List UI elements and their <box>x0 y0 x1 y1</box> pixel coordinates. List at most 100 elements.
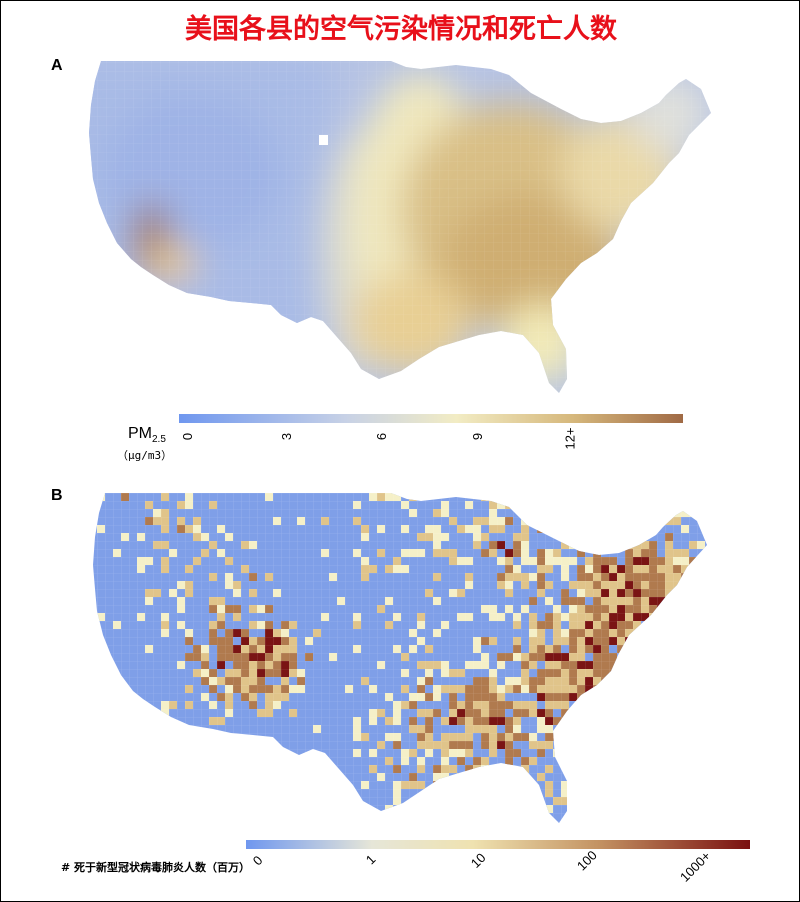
county-cell <box>689 605 697 613</box>
county-cell <box>681 749 689 757</box>
county-cell <box>681 597 689 605</box>
county-cell <box>505 493 513 501</box>
county-cell <box>673 773 681 781</box>
county-cell <box>665 613 673 621</box>
county-cell <box>641 717 649 725</box>
county-cell <box>561 493 569 501</box>
county-cell <box>713 645 721 653</box>
deaths-tick: 1000+ <box>677 848 714 885</box>
county-cell <box>505 781 513 789</box>
county-cell <box>601 709 609 717</box>
county-cell <box>697 557 705 565</box>
county-cell <box>625 653 633 661</box>
county-cell <box>649 693 657 701</box>
county-cell <box>105 757 113 765</box>
county-cell <box>609 773 617 781</box>
county-cell <box>649 661 657 669</box>
county-cell <box>697 765 705 773</box>
county-cell <box>665 693 673 701</box>
pm25-tick: 6 <box>374 432 390 441</box>
county-cell <box>417 797 425 805</box>
county-cell <box>489 765 497 773</box>
county-cell <box>625 517 633 525</box>
county-cell <box>681 685 689 693</box>
county-cell <box>569 517 577 525</box>
county-cell <box>633 653 641 661</box>
county-cell <box>665 597 673 605</box>
county-cell <box>641 669 649 677</box>
deaths-colorbar <box>246 840 750 849</box>
county-cell <box>601 693 609 701</box>
county-cell <box>665 621 673 629</box>
county-cell <box>633 509 641 517</box>
county-cell <box>713 581 721 589</box>
county-cell <box>561 717 569 725</box>
county-cell <box>633 669 641 677</box>
county-cell <box>585 733 593 741</box>
county-cell <box>633 773 641 781</box>
covid-deaths-county-map <box>93 493 721 823</box>
county-cell <box>697 605 705 613</box>
county-cell <box>665 669 673 677</box>
county-cell <box>697 581 705 589</box>
county-cell <box>585 525 593 533</box>
county-cell <box>593 821 601 823</box>
panel-b-label: B <box>51 487 63 504</box>
pm25-tick: 9 <box>470 432 486 441</box>
county-cell <box>657 605 665 613</box>
county-cell <box>577 725 585 733</box>
county-cell <box>657 629 665 637</box>
county-cell <box>617 741 625 749</box>
county-cell <box>617 725 625 733</box>
county-cell <box>569 709 577 717</box>
county-cell <box>705 533 707 541</box>
county-cell <box>593 797 601 805</box>
county-cell <box>465 781 473 789</box>
county-cell <box>569 789 577 797</box>
county-cell <box>649 757 657 765</box>
county-cell <box>681 501 689 509</box>
county-cell <box>505 797 513 805</box>
county-cell <box>625 645 633 653</box>
county-cell <box>673 589 681 597</box>
county-cell <box>657 685 665 693</box>
county-cell <box>457 773 465 781</box>
county-cell <box>553 525 561 533</box>
county-cell <box>489 781 497 789</box>
county-cell <box>673 629 681 637</box>
county-cell <box>601 749 609 757</box>
county-cell <box>689 597 697 605</box>
county-cell <box>577 797 585 805</box>
county-cell <box>593 717 601 725</box>
county-cell <box>585 789 593 797</box>
county-cell <box>689 573 697 581</box>
county-cell <box>713 709 721 717</box>
county-cell <box>617 533 625 541</box>
county-cell <box>633 805 641 813</box>
county-cell <box>665 637 673 645</box>
county-cell <box>217 797 225 805</box>
deaths-tick: 1 <box>362 851 379 868</box>
county-cell <box>657 749 665 757</box>
county-cell <box>481 797 489 805</box>
county-cell <box>577 701 585 709</box>
county-cell <box>641 645 649 653</box>
county-cell <box>137 701 145 709</box>
county-cell <box>705 509 707 517</box>
county-cell <box>193 781 201 789</box>
county-cell <box>561 509 569 517</box>
county-cell <box>465 821 473 823</box>
county-cell <box>641 685 649 693</box>
county-cell <box>649 733 657 741</box>
county-cell <box>601 717 609 725</box>
county-cell <box>569 717 577 725</box>
county-cell <box>633 749 641 757</box>
county-cell <box>681 653 689 661</box>
county-cell <box>617 749 625 757</box>
county-cell <box>585 709 593 717</box>
county-cell <box>705 629 707 637</box>
county-cell <box>705 685 707 693</box>
county-cell <box>473 789 481 797</box>
county-cell <box>649 781 657 789</box>
county-cell <box>649 517 657 525</box>
